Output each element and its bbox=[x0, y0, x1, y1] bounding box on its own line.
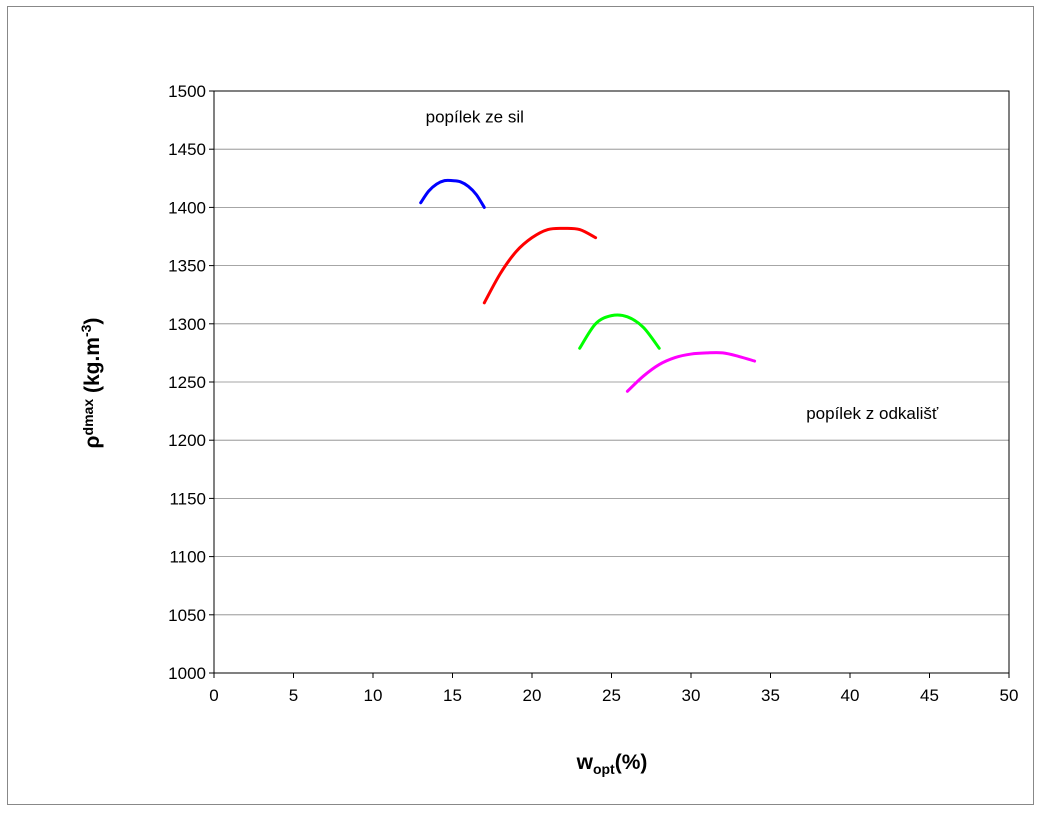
x-tick-label: 35 bbox=[761, 686, 780, 705]
axis-ticks: 1000105011001150120012501300135014001450… bbox=[168, 82, 1018, 705]
y-tick-label: 1200 bbox=[168, 431, 206, 450]
y-tick-label: 1250 bbox=[168, 373, 206, 392]
y-tick-label: 1000 bbox=[168, 664, 206, 683]
y-tick-label: 1050 bbox=[168, 606, 206, 625]
y-tick-label: 1300 bbox=[168, 315, 206, 334]
y-tick-label: 1500 bbox=[168, 82, 206, 101]
chart-frame bbox=[7, 6, 1034, 805]
series-line-4 bbox=[625, 351, 757, 393]
x-tick-label: 15 bbox=[443, 686, 462, 705]
x-tick-label: 50 bbox=[1000, 686, 1019, 705]
y-tick-label: 1450 bbox=[168, 140, 206, 159]
x-tick-label: 40 bbox=[841, 686, 860, 705]
y-axis-title: ρdmax (kg.m-3) bbox=[78, 318, 104, 449]
x-tick-label: 10 bbox=[364, 686, 383, 705]
x-tick-label: 20 bbox=[523, 686, 542, 705]
series-line-2 bbox=[482, 226, 598, 305]
x-axis-title: wopt(%) bbox=[576, 751, 648, 777]
series-lines bbox=[419, 178, 757, 393]
annotation-label: popílek z odkališť bbox=[806, 404, 939, 423]
annotations: popílek ze sil popílek z odkališť bbox=[426, 107, 939, 423]
annotation-label: popílek ze sil bbox=[426, 107, 524, 126]
x-tick-label: 0 bbox=[209, 686, 218, 705]
grid-lines bbox=[214, 148, 1009, 616]
x-tick-label: 30 bbox=[682, 686, 701, 705]
y-tick-label: 1100 bbox=[169, 548, 206, 567]
y-tick-label: 1400 bbox=[168, 198, 206, 217]
series-line-1 bbox=[419, 178, 486, 209]
series-line-3 bbox=[578, 313, 661, 350]
y-tick-label: 1350 bbox=[168, 257, 206, 276]
x-tick-label: 45 bbox=[920, 686, 939, 705]
x-tick-label: 5 bbox=[289, 686, 298, 705]
x-tick-label: 25 bbox=[602, 686, 621, 705]
y-tick-label: 1150 bbox=[169, 489, 206, 508]
